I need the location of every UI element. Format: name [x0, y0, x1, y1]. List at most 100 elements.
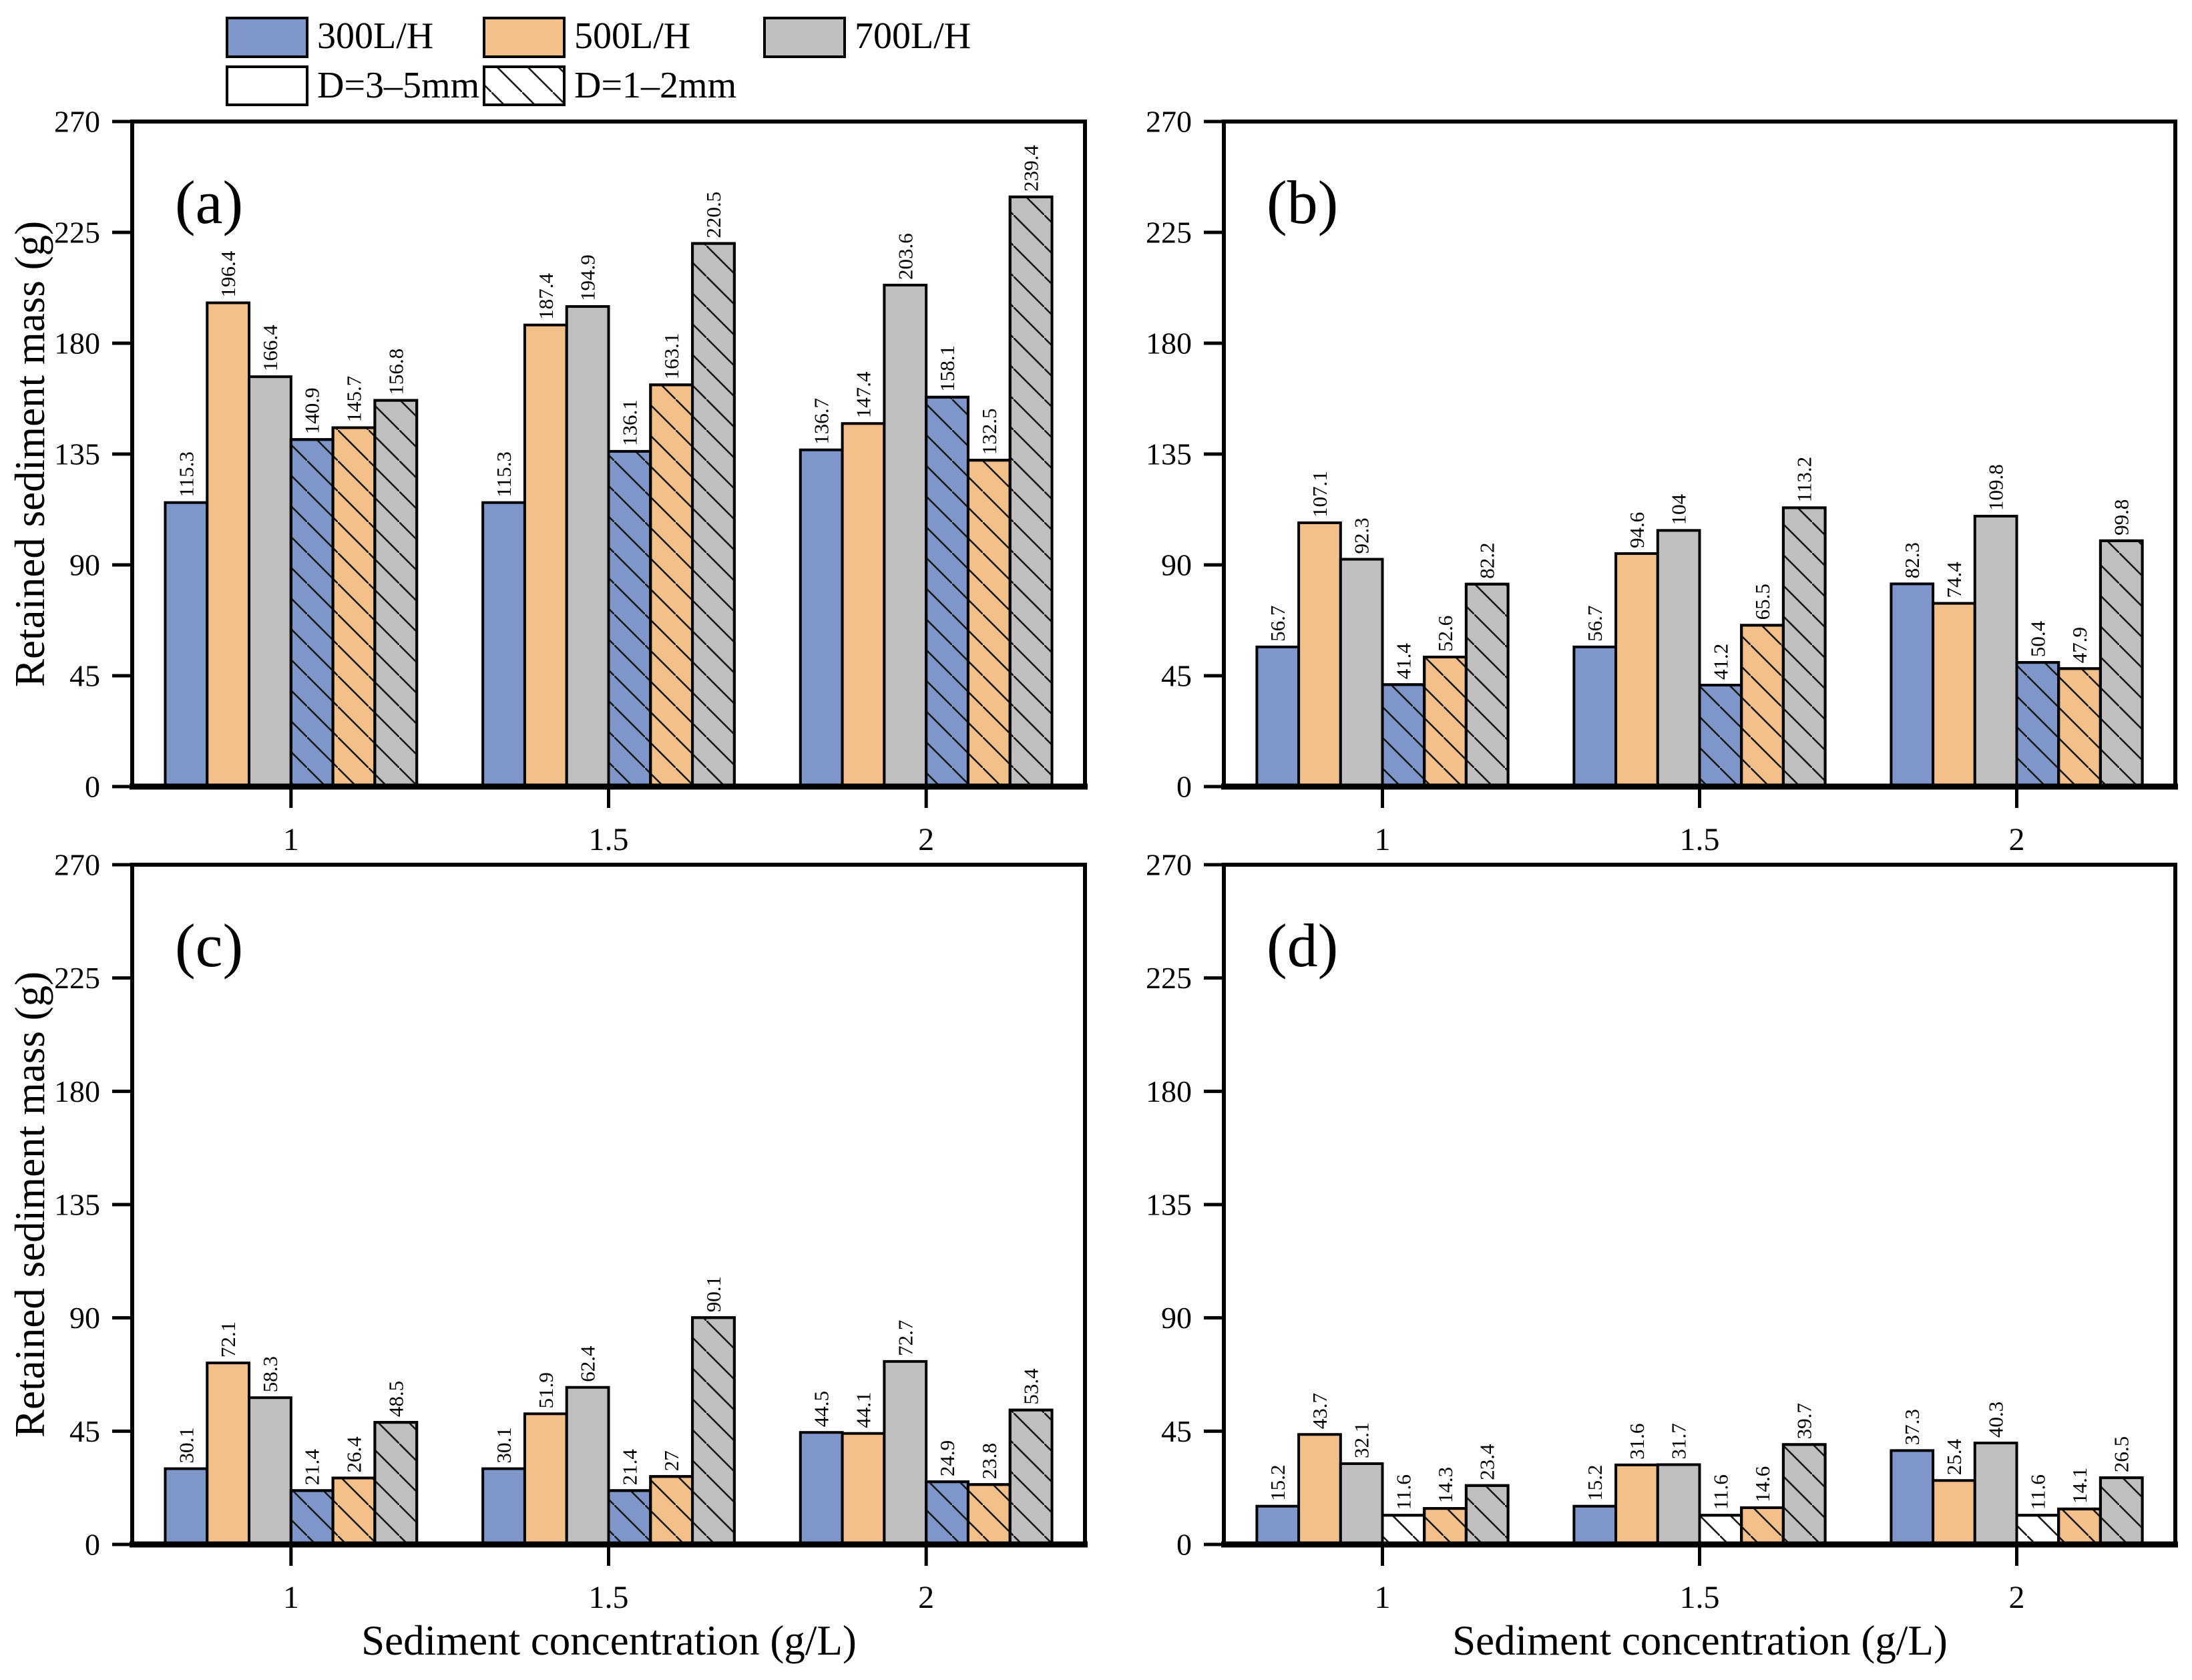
bar-value-label: 56.7 [1266, 606, 1289, 642]
bar-value-label: 51.9 [534, 1372, 558, 1408]
x-tick-label: 1.5 [589, 1580, 629, 1615]
x-tick-label: 1 [1375, 1580, 1391, 1615]
y-tick-label: 135 [1146, 1188, 1192, 1222]
bar-value-label: 58.3 [258, 1356, 282, 1392]
bar-value-label: 14.1 [2068, 1468, 2091, 1504]
bar [164, 501, 209, 788]
bar-hatch [2015, 661, 2060, 789]
bar-value-label: 15.2 [1266, 1464, 1289, 1500]
bar-value-label: 194.9 [576, 254, 600, 301]
bar-value-label: 31.7 [1667, 1423, 1691, 1459]
bar [481, 501, 526, 788]
bar-value-label: 43.7 [1308, 1393, 1331, 1429]
bar [248, 375, 292, 788]
bar-value-label: 187.4 [534, 272, 558, 319]
bar-value-label: 158.1 [935, 345, 959, 392]
bar-value-label: 113.2 [1793, 457, 1816, 503]
bar-hatch [373, 399, 419, 788]
bar-hatch [2057, 667, 2102, 789]
bar-hatch [331, 1476, 377, 1546]
bar-value-label: 109.8 [1984, 464, 2008, 511]
bar-value-label: 37.3 [1900, 1409, 1924, 1445]
bar-hatch [1381, 683, 1426, 789]
bar-value-label: 21.4 [300, 1449, 324, 1486]
bar-hatch [1464, 1484, 1510, 1546]
bar [1255, 1504, 1301, 1546]
bar-value-label: 41.4 [1391, 643, 1415, 680]
bar-value-label: 23.4 [1476, 1444, 1499, 1480]
bar-value-label: 11.6 [1391, 1474, 1415, 1510]
legend-swatch-d35 [226, 65, 308, 106]
y-tick-label: 135 [1146, 437, 1192, 471]
bar-hatch [1740, 1506, 1785, 1546]
x-axis-title-left: Sediment concentration (g/L) [361, 1617, 857, 1664]
bar [799, 1431, 844, 1546]
bar [523, 1412, 568, 1546]
bar-value-label: 53.4 [1020, 1368, 1043, 1405]
bar-hatch [1008, 1408, 1054, 1546]
y-tick-label: 90 [1161, 548, 1192, 582]
bar-value-label: 196.4 [216, 250, 240, 297]
bar [1932, 1479, 1976, 1546]
bar-value-label: 39.7 [1793, 1403, 1816, 1439]
bar-value-label: 92.3 [1350, 517, 1373, 554]
bar-value-label: 26.5 [2110, 1436, 2133, 1472]
bar-hatch [2099, 1476, 2144, 1546]
x-tick-label: 1 [283, 822, 299, 857]
y-tick-label: 270 [1146, 848, 1192, 882]
bar-value-label: 50.4 [2026, 620, 2049, 657]
bar-value-label: 44.1 [851, 1392, 875, 1428]
bar-hatch [649, 383, 694, 788]
bar-value-label: 239.4 [1020, 145, 1043, 192]
legend-label-d12: D=1–2mm [574, 65, 736, 106]
bar-hatch [289, 438, 335, 788]
bar-value-label: 104 [1667, 493, 1691, 525]
x-tick-label: 2 [918, 822, 934, 857]
bar-hatch [1781, 1443, 1827, 1546]
bar-value-label: 24.9 [935, 1440, 959, 1476]
bar-hatch [2015, 1514, 2060, 1546]
bar-value-label: 82.3 [1900, 542, 1924, 578]
bar-hatch [1740, 624, 1785, 789]
bar-value-label: 132.5 [977, 408, 1001, 455]
y-tick-label: 270 [1146, 105, 1192, 139]
bar [1932, 602, 1976, 789]
bar-hatch [1698, 1514, 1743, 1546]
bar-hatch [691, 1316, 736, 1546]
bar-hatch [925, 1480, 969, 1546]
bar-value-label: 62.4 [576, 1345, 600, 1382]
x-tick-label: 1.5 [1680, 822, 1720, 857]
bar-value-label: 156.8 [384, 349, 407, 395]
bar-value-label: 15.2 [1583, 1464, 1606, 1500]
legend-label-d35: D=3–5mm [317, 65, 479, 106]
bar [565, 305, 610, 788]
y-tick-label: 90 [1161, 1301, 1192, 1335]
y-tick-label: 135 [54, 437, 100, 471]
bar [883, 283, 928, 789]
bar-value-label: 47.9 [2068, 627, 2091, 663]
bar-value-label: 203.6 [893, 233, 917, 280]
y-tick-label: 225 [1146, 216, 1192, 250]
bar-value-label: 11.6 [1709, 1474, 1732, 1510]
panel-letter-b: (b) [1267, 168, 1338, 236]
bar-value-label: 27 [660, 1450, 683, 1471]
bar [164, 1467, 209, 1546]
y-tick-label: 0 [1176, 1528, 1192, 1562]
bar-value-label: 220.5 [702, 192, 725, 238]
legend-label-300lh: 300L/H [317, 15, 433, 57]
bar-value-label: 147.4 [851, 371, 875, 418]
legend-label-700lh: 700L/H [855, 15, 971, 57]
bar-value-label: 163.1 [660, 333, 683, 380]
bar-hatch [607, 1489, 652, 1546]
bar [1614, 552, 1659, 789]
bar-hatch [966, 459, 1012, 788]
y-tick-label: 180 [54, 327, 100, 361]
y-tick-label: 225 [1146, 961, 1192, 995]
bar-value-label: 99.8 [2110, 499, 2133, 536]
bar [248, 1396, 292, 1546]
y-axis-title-bottom: Retained sediment mass (g) [7, 972, 53, 1438]
bar [1614, 1463, 1659, 1546]
bar-hatch [649, 1475, 694, 1546]
bar [206, 1361, 251, 1546]
